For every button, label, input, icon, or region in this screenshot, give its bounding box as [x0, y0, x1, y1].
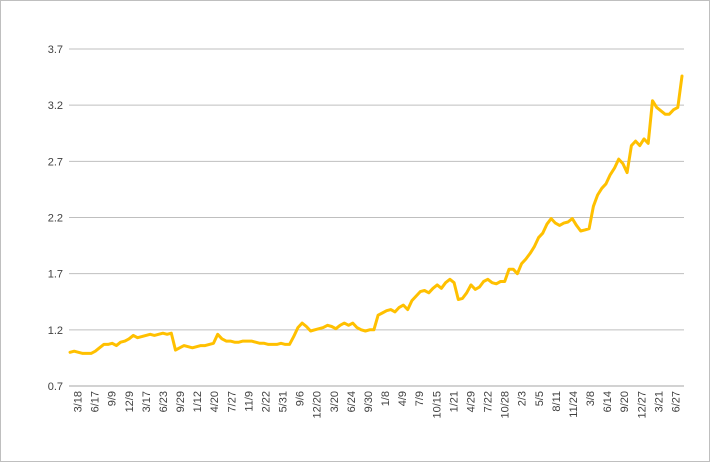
x-tick-label: 11/9: [243, 391, 255, 412]
x-tick-label: 7/22: [483, 391, 495, 412]
x-tick-label: 5/5: [534, 391, 546, 406]
y-tick-label: 0.7: [48, 381, 63, 393]
x-tick-label: 3/20: [329, 391, 341, 412]
x-tick-label: 4/9: [397, 391, 409, 406]
series-line: [68, 74, 684, 355]
x-tick-label: 1/12: [192, 391, 204, 412]
y-tick-label: 3.2: [48, 100, 63, 112]
x-tick-label: 3/21: [653, 391, 665, 412]
x-tick-label: 10/15: [431, 391, 443, 419]
gridlines: [69, 48, 684, 387]
x-tick-label: 6/23: [158, 391, 170, 412]
x-tick-label: 12/9: [124, 391, 136, 412]
x-tick-label: 1/21: [448, 391, 460, 412]
x-axis-ticks: 3/18 6/17 9/9 12/9 3/17 6/23 9/29 1/12 4/20 7/27 1…: [73, 391, 683, 419]
x-tick-label: 12/20: [312, 391, 324, 419]
y-axis-ticks: 0.7 1.2 1.7 2.2 2.7 3.2 3.7: [48, 44, 63, 393]
x-tick-label: 7/27: [226, 391, 238, 412]
x-tick-label: 9/9: [107, 391, 119, 406]
x-tick-label: 3/18: [73, 391, 85, 412]
x-tick-label: 8/11: [551, 391, 563, 412]
x-tick-label: 4/20: [209, 391, 221, 412]
x-tick-label: 5/31: [278, 391, 290, 412]
x-tick-label: 2/22: [260, 391, 272, 412]
x-tick-label: 2/3: [517, 391, 529, 406]
x-tick-label: 4/29: [465, 391, 477, 412]
x-tick-label: 9/20: [619, 391, 631, 412]
x-tick-label: 9/6: [295, 391, 307, 406]
x-tick-label: 6/27: [670, 391, 682, 412]
x-tick-label: 3/17: [141, 391, 153, 412]
x-tick-label: 12/27: [636, 391, 648, 419]
y-tick-label: 3.7: [48, 44, 63, 56]
y-tick-label: 2.7: [48, 156, 63, 168]
x-tick-label: 9/29: [175, 391, 187, 412]
x-tick-label: 1/8: [380, 391, 392, 406]
x-tick-label: 7/9: [414, 391, 426, 406]
y-tick-label: 2.2: [48, 213, 63, 225]
x-tick-label: 9/30: [363, 391, 375, 412]
x-tick-label: 6/17: [90, 391, 102, 412]
x-tick-label: 10/28: [500, 391, 512, 419]
y-tick-label: 1.2: [48, 325, 63, 337]
series-layer: [68, 74, 684, 355]
x-tick-label: 11/24: [568, 391, 580, 418]
x-tick-label: 6/14: [602, 391, 614, 412]
x-tick-label: 3/8: [585, 391, 597, 406]
y-tick-label: 1.7: [48, 269, 63, 281]
x-tick-label: 6/24: [346, 391, 358, 412]
